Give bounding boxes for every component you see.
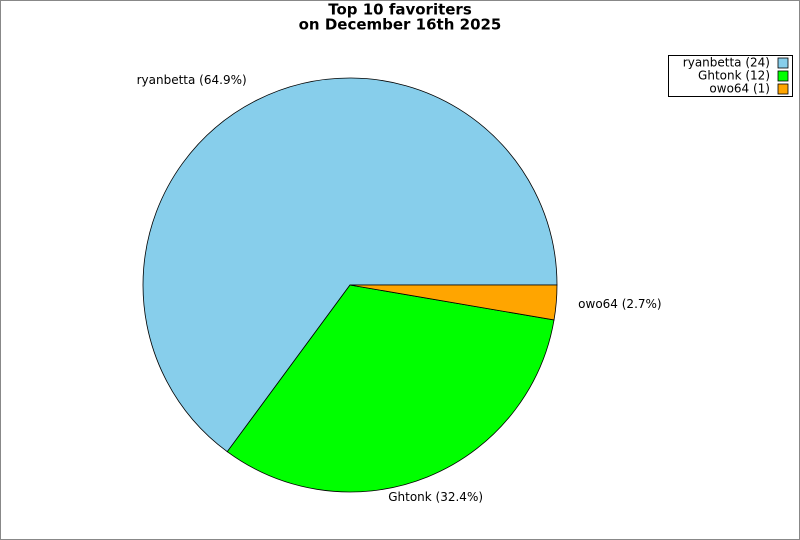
legend-box (668, 55, 793, 97)
pie-slice (142, 77, 558, 453)
legend-label: ryanbetta (24) (683, 56, 770, 70)
chart-subtitle: on December 16th 2025 (299, 16, 502, 34)
pie-slice (349, 284, 558, 321)
legend-label: owo64 (1) (709, 82, 770, 96)
chart-title: Top 10 favoriters (328, 1, 472, 19)
legend-swatch (777, 70, 789, 82)
slice-label: ryanbetta (64.9%) (137, 73, 247, 87)
slice-label: owo64 (2.7%) (578, 297, 661, 311)
legend-swatch (777, 57, 789, 69)
pie-slice (226, 284, 555, 493)
legend-swatch (777, 83, 789, 95)
legend-label: Ghtonk (12) (698, 69, 770, 83)
slice-label: Ghtonk (32.4%) (388, 490, 483, 504)
